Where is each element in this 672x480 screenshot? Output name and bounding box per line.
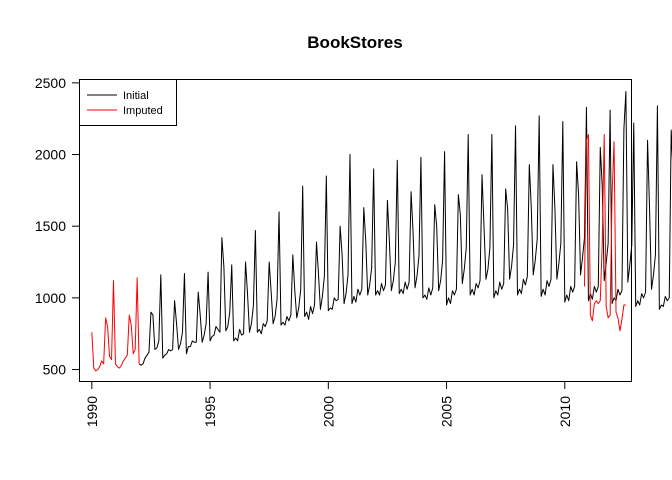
legend-label-imputed: Imputed bbox=[123, 105, 163, 117]
y-tick-label: 500 bbox=[43, 362, 67, 378]
legend-box bbox=[79, 79, 177, 126]
series-line-imputed-2 bbox=[583, 133, 626, 332]
legend-label-initial: Initial bbox=[123, 90, 149, 102]
x-tick-label: 1990 bbox=[84, 396, 100, 427]
x-axis: 1990 1995 2000 2005 2010 bbox=[84, 381, 573, 427]
y-tick-label: 2000 bbox=[35, 147, 66, 163]
series-lines bbox=[91, 90, 672, 372]
y-axis: 500 1000 1500 2000 2500 bbox=[35, 75, 80, 378]
x-tick-label: 2010 bbox=[557, 396, 573, 427]
x-tick-label: 2005 bbox=[439, 396, 455, 427]
x-tick-label: 1995 bbox=[202, 396, 218, 427]
series-line-imputed-1 bbox=[91, 277, 140, 372]
chart-title: BookStores bbox=[307, 33, 402, 52]
y-tick-label: 2500 bbox=[35, 75, 66, 91]
series-line-initial bbox=[138, 90, 672, 366]
y-tick-label: 1500 bbox=[35, 218, 66, 234]
x-tick-label: 2000 bbox=[320, 396, 336, 427]
legend: Initial Imputed bbox=[79, 79, 177, 126]
y-tick-label: 1000 bbox=[35, 290, 66, 306]
